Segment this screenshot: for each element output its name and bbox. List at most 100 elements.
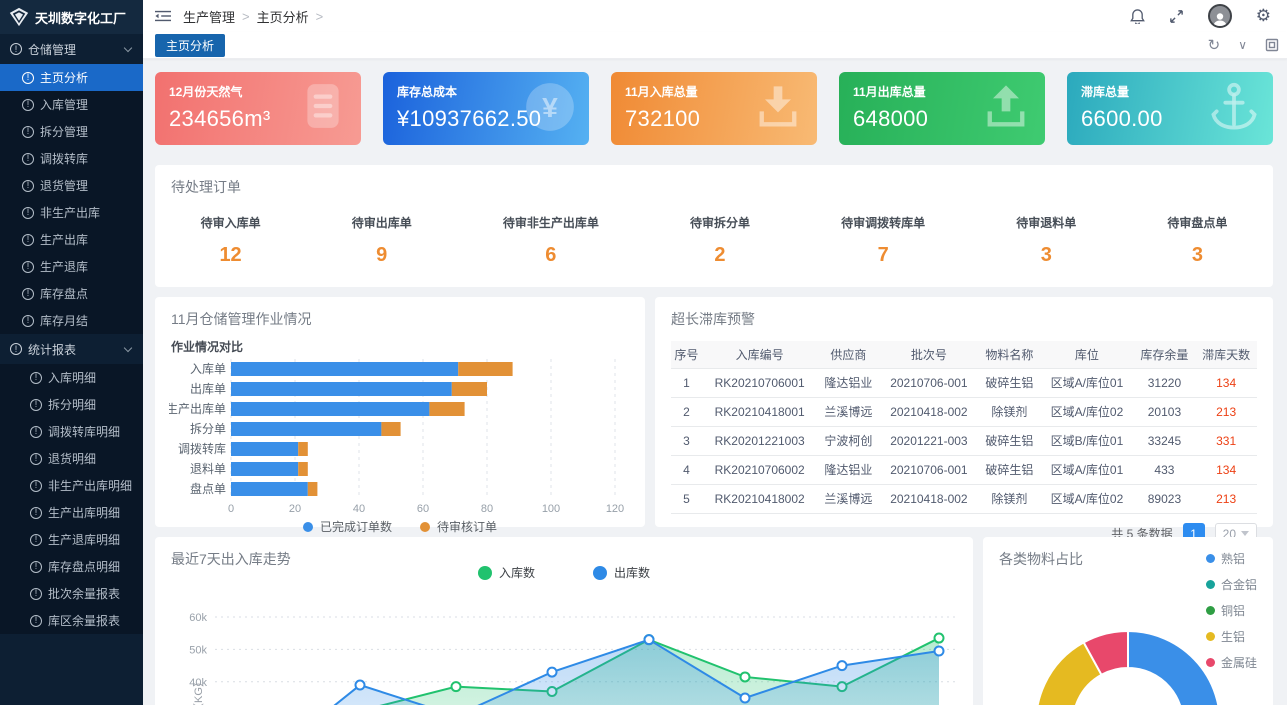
info-circle-icon: ! [30,533,42,546]
info-circle-icon: ! [30,425,42,438]
sidebar-item-入库明细[interactable]: ! 入库明细 [0,364,143,391]
sidebar-item-库存盘点[interactable]: ! 库存盘点 [0,280,143,307]
tab-home-analysis[interactable]: 主页分析 [155,33,226,57]
sidebar-item-非生产出库[interactable]: ! 非生产出库 [0,199,143,226]
sidebar-item-批次余量报表[interactable]: ! 批次余量报表 [0,580,143,607]
sidebar-group-统计报表[interactable]: ! 统计报表 [0,334,143,364]
pending-item-待审入库单[interactable]: 待审入库单 12 [201,214,261,267]
pending-item-待审调拨转库单[interactable]: 待审调拨转库单 7 [841,214,925,267]
pending-item-label: 待审入库单 [200,216,261,230]
sidebar-item-拆分明细[interactable]: ! 拆分明细 [0,391,143,418]
sidebar-item-生产退库[interactable]: ! 生产退库 [0,253,143,280]
sidebar-item-入库管理[interactable]: ! 入库管理 [0,91,143,118]
legend-dot [1205,606,1215,615]
legend-item-出库数[interactable]: 出库数 [593,564,650,581]
app-title: 天圳数字化工厂 [35,10,127,26]
pending-item-label: 待审退料单 [1016,216,1077,230]
sidebar-item-生产退库明细[interactable]: ! 生产退库明细 [0,526,143,553]
warehouse-ops-bar-chart: 0 20 40 60 80 100 120 入库单出库单非生产出库单拆分单调拨转库退料单盘点单 [154,357,645,520]
info-circle-icon: ! [22,179,34,192]
sidebar-item-调拨转库[interactable]: ! 调拨转库 [0,145,143,172]
chevron-down-icon[interactable]: ∨ [1238,38,1247,52]
gear-icon[interactable]: ⚙ [1255,6,1271,25]
pending-item-count: 12 [219,244,242,266]
sidebar-item-非生产出库明细[interactable]: ! 非生产出库明细 [0,472,143,499]
column-header-滞库天数: 滞库天数 [1195,341,1257,369]
legend-item-待审核订单[interactable]: 待审核订单 [420,518,497,535]
table-cell: RK20210418002 [701,484,818,514]
pending-item-待审拆分单[interactable]: 待审拆分单 2 [690,214,750,267]
table-row[interactable]: 2 RK20210418001 兰溪博远 20210418-002 除镁剂 区域A/库位0… [671,397,1257,427]
stat-card-库存总成本: 库存总成本 ¥10937662.50 ¥ [383,72,589,145]
legend-label: 入库数 [498,566,535,580]
info-circle-icon: ! [30,560,42,573]
maximize-icon[interactable] [1265,38,1279,52]
table-row[interactable]: 4 RK20210706002 隆达铝业 20210706-001 破碎生铝 区域A/库位… [671,455,1257,485]
pending-item-待审非生产出库单[interactable]: 待审非生产出库单 6 [503,214,599,267]
info-circle-icon: ! [10,343,22,355]
table-row[interactable]: 5 RK20210418002 兰溪博远 20210418-002 除镁剂 区域A/库位0… [671,484,1257,514]
breadcrumb-item[interactable]: 主页分析 [256,9,309,25]
legend-item-生铝[interactable]: 生铝 [1205,628,1257,645]
avatar-icon[interactable] [1207,4,1232,28]
warehouse-ops-subtitle: 作业情况对比 [171,340,244,354]
sidebar-item-label: 生产退库 [40,260,89,274]
legend-item-铜铝[interactable]: 铜铝 [1205,602,1257,619]
fullscreen-icon[interactable] [1169,9,1184,24]
legend-item-熟铝[interactable]: 熟铝 [1205,550,1257,567]
table-cell: 除镁剂 [978,397,1041,427]
anchor-icon [1208,81,1260,136]
legend-item-入库数[interactable]: 入库数 [477,564,535,581]
sidebar-group-仓储管理[interactable]: ! 仓储管理 [0,34,143,64]
pending-item-待审退料单[interactable]: 待审退料单 3 [1016,214,1076,267]
line-chart-legend: 入库数 出库数 [155,564,973,581]
table-row[interactable]: 3 RK20201221003 宁波柯创 20201221-003 破碎生铝 区域B/库位… [671,426,1257,456]
main-area: 生产管理 > 主页分析 > ⚙ 主页分析 ↻ ∨ 12月份天然气 234656m³ 库存总… [143,0,1287,705]
bar-chart-legend: 已完成订单数 待审核订单 [155,518,645,535]
sidebar-item-库存月结[interactable]: ! 库存月结 [0,307,143,334]
sidebar-item-拆分管理[interactable]: ! 拆分管理 [0,118,143,145]
table-cell: 破碎生铝 [978,368,1041,398]
legend-item-已完成订单数[interactable]: 已完成订单数 [302,518,392,535]
stat-card-12月份天然气: 12月份天然气 234656m³ [155,72,361,145]
sidebar-item-库存盘点明细[interactable]: ! 库存盘点明细 [0,553,143,580]
svg-text:出库单: 出库单 [190,381,226,396]
svg-text:¥: ¥ [542,92,558,123]
column-header-入库编号: 入库编号 [701,341,818,369]
legend-item-合金铝[interactable]: 合金铝 [1205,576,1257,593]
svg-text:20: 20 [289,503,301,515]
pending-item-待审盘点单[interactable]: 待审盘点单 3 [1167,214,1227,267]
refresh-icon[interactable]: ↻ [1207,37,1221,54]
sidebar-item-库区余量报表[interactable]: ! 库区余量报表 [0,607,143,634]
sidebar-submenu: ! 主页分析! 入库管理! 拆分管理! 调拨转库! 退货管理! 非生产出库! 生产出库! 生产退… [0,64,143,334]
svg-text:入库单: 入库单 [190,361,226,376]
sidebar-item-退货明细[interactable]: ! 退货明细 [0,445,143,472]
table-cell: RK20210706001 [701,368,818,398]
collapse-menu-icon[interactable] [155,9,171,23]
table-row[interactable]: 1 RK20210706001 隆达铝业 20210706-001 破碎生铝 区域A/库位… [671,368,1257,398]
sidebar-item-label: 生产出库 [40,233,89,247]
sidebar-item-label: 入库管理 [40,98,89,112]
info-circle-icon: ! [22,287,34,300]
group-label: 仓储管理 [28,42,77,57]
svg-text:0: 0 [228,503,234,515]
bell-icon[interactable] [1129,8,1145,24]
legend-item-金属硅[interactable]: 金属硅 [1205,654,1257,671]
sidebar-item-生产出库[interactable]: ! 生产出库 [0,226,143,253]
table-cell: 20210418-002 [879,484,979,514]
legend-dot [1205,580,1215,589]
breadcrumb-item[interactable]: 生产管理 [183,9,236,25]
app-logo[interactable]: 天圳数字化工厂 [0,0,143,34]
sidebar-item-主页分析[interactable]: ! 主页分析 [0,64,143,91]
sidebar-item-生产出库明细[interactable]: ! 生产出库明细 [0,499,143,526]
legend-label: 金属硅 [1220,656,1257,670]
pending-item-label: 待审调拨转库单 [841,216,926,230]
legend-label: 生铝 [1220,630,1245,644]
sidebar-item-调拨转库明细[interactable]: ! 调拨转库明细 [0,418,143,445]
sidebar-item-退货管理[interactable]: ! 退货管理 [0,172,143,199]
pending-item-待审出库单[interactable]: 待审出库单 9 [352,214,412,267]
table-cell: 134 [1195,368,1257,398]
table-cell: 89023 [1133,484,1196,514]
info-circle-icon: ! [22,71,34,84]
